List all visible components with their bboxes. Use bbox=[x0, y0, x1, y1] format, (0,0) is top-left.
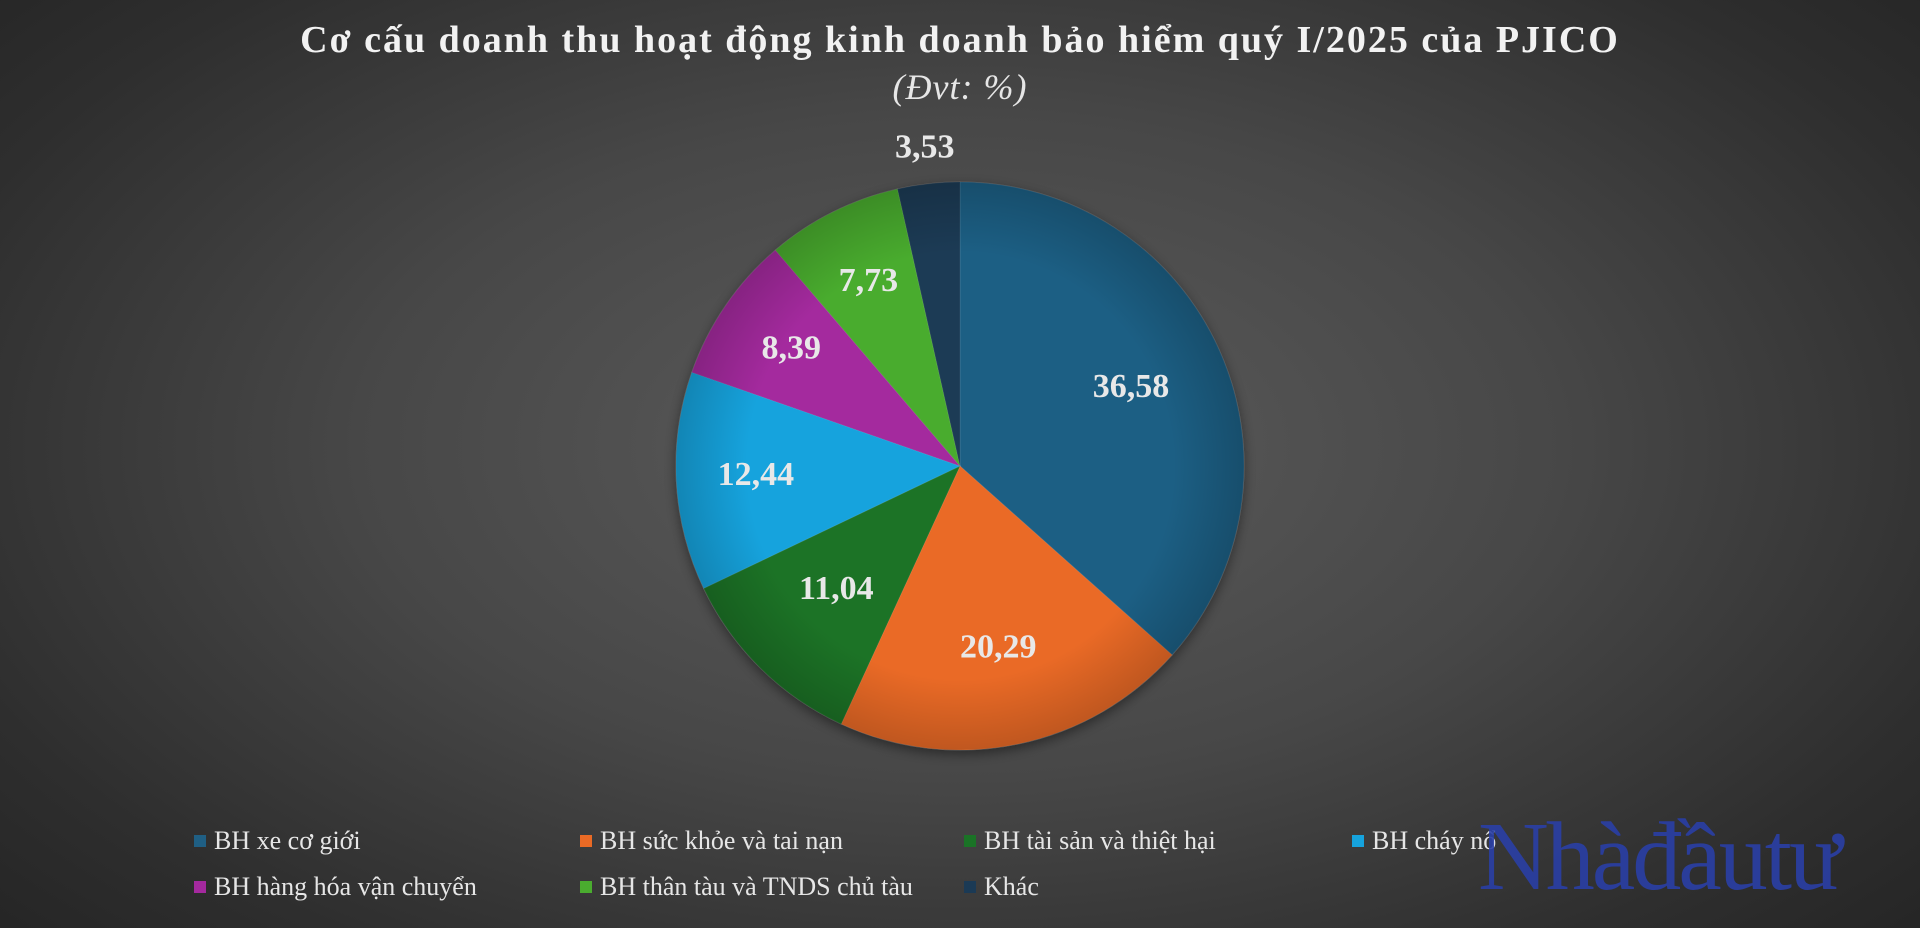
legend-label: BH sức khỏe và tai nạn bbox=[600, 826, 843, 855]
legend-swatch bbox=[194, 881, 206, 893]
legend-label: BH thân tàu và TNDS chủ tàu bbox=[600, 872, 913, 901]
legend-swatch bbox=[580, 835, 592, 847]
legend-item-5: BH hàng hóa vận chuyển bbox=[194, 872, 477, 902]
legend-item-3: BH tài sản và thiệt hại bbox=[964, 826, 1216, 856]
legend-item-1: BH xe cơ giới bbox=[194, 826, 361, 856]
legend-item-6: BH thân tàu và TNDS chủ tàu bbox=[580, 872, 913, 902]
legend-swatch bbox=[1352, 835, 1364, 847]
legend-swatch bbox=[194, 835, 206, 847]
data-label-2: 20,29 bbox=[960, 628, 1037, 665]
data-label-4: 12,44 bbox=[718, 456, 795, 493]
data-label-5: 8,39 bbox=[761, 329, 821, 366]
legend-swatch bbox=[964, 881, 976, 893]
legend-swatch bbox=[964, 835, 976, 847]
legend-swatch bbox=[580, 881, 592, 893]
legend-label: BH xe cơ giới bbox=[214, 826, 361, 855]
chart-title: Cơ cấu doanh thu hoạt động kinh doanh bả… bbox=[300, 19, 1620, 61]
watermark-logo: Nhàđầutư bbox=[1478, 803, 1842, 911]
data-label-1: 36,58 bbox=[1093, 368, 1170, 405]
legend-label: BH cháy nổ bbox=[1372, 826, 1497, 855]
legend-item-7: Khác bbox=[964, 872, 1039, 902]
legend-label: Khác bbox=[984, 872, 1039, 901]
data-label-6: 7,73 bbox=[839, 262, 899, 299]
data-label-7: 3,53 bbox=[895, 129, 955, 166]
chart-subtitle: (Đvt: %) bbox=[892, 67, 1028, 107]
legend-label: BH tài sản và thiệt hại bbox=[984, 826, 1216, 855]
data-label-3: 11,04 bbox=[799, 570, 874, 607]
legend-item-2: BH sức khỏe và tai nạn bbox=[580, 826, 843, 856]
legend-label: BH hàng hóa vận chuyển bbox=[214, 872, 477, 901]
legend-item-4: BH cháy nổ bbox=[1352, 826, 1496, 856]
